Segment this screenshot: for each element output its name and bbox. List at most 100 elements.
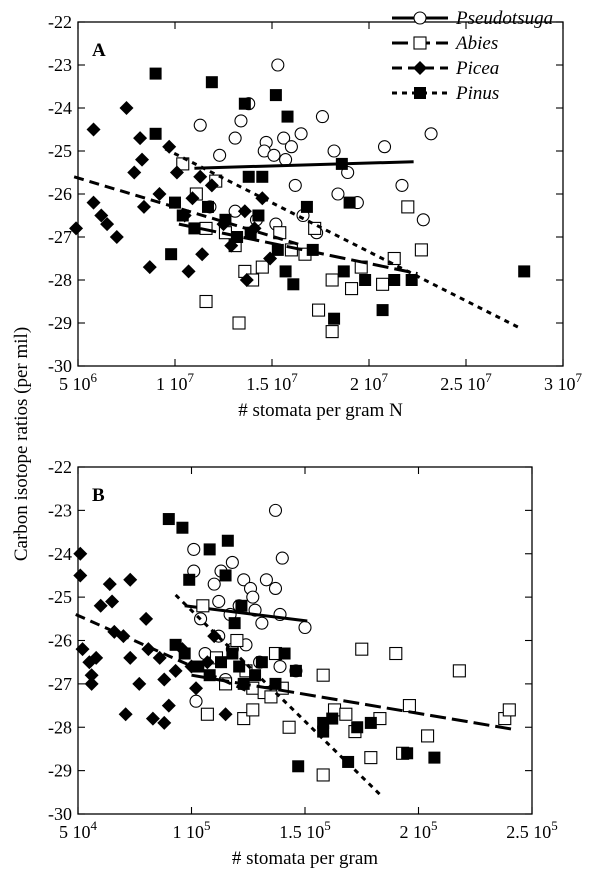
data-point: [102, 577, 117, 592]
data-point: [281, 110, 294, 123]
data-point: [237, 573, 251, 587]
data-point: [181, 264, 196, 279]
data-point: [69, 221, 84, 236]
data-point: [168, 663, 183, 678]
data-point: [278, 647, 291, 660]
data-point: [452, 664, 466, 678]
data-point: [325, 325, 339, 339]
data-point: [139, 611, 154, 626]
data-point: [162, 513, 175, 526]
legend-label: Pseudotsuga: [455, 8, 553, 29]
data-point: [225, 555, 239, 569]
x-tick-label: 5 106: [59, 370, 98, 394]
series-abies: [176, 157, 428, 339]
series-pinus: [162, 513, 441, 798]
data-point: [205, 76, 218, 89]
data-point: [207, 629, 222, 644]
y-tick-label: -26: [48, 631, 72, 651]
data-point: [255, 656, 268, 669]
data-point: [169, 638, 182, 651]
x-tick-label: 2 107: [350, 370, 389, 394]
data-point: [157, 715, 172, 730]
plot-frame: [77, 466, 533, 815]
data-point: [255, 616, 269, 630]
data-point: [152, 187, 167, 201]
data-point: [502, 703, 516, 717]
data-point: [518, 265, 531, 278]
data-point: [149, 127, 162, 140]
data-point: [183, 573, 196, 586]
data-point: [238, 97, 251, 110]
data-point: [221, 534, 234, 547]
data-point: [169, 165, 184, 180]
data-point: [203, 543, 216, 556]
data-point: [127, 165, 142, 180]
data-point: [212, 594, 226, 609]
panel-label: A: [92, 40, 106, 61]
data-point: [364, 716, 377, 729]
data-point: [402, 699, 416, 713]
data-point: [226, 647, 239, 660]
data-point: [289, 664, 302, 677]
data-point: [376, 277, 390, 291]
data-point: [377, 140, 392, 154]
data-point: [421, 729, 435, 743]
data-point: [188, 222, 201, 235]
data-point: [282, 720, 296, 734]
data-point: [416, 213, 430, 227]
data-point: [389, 646, 403, 661]
data-point: [235, 599, 248, 612]
y-tick-label: -24: [48, 544, 72, 564]
data-point: [268, 581, 283, 596]
y-tick-label: -24: [48, 98, 72, 118]
data-point: [165, 248, 178, 261]
data-point: [142, 260, 157, 275]
data-point: [337, 265, 350, 278]
data-point: [284, 140, 298, 154]
data-point: [315, 110, 329, 124]
data-point: [207, 577, 221, 591]
data-point: [195, 247, 210, 262]
regression-line: [194, 160, 414, 170]
legend-marker: [413, 61, 427, 75]
data-point: [228, 617, 241, 630]
data-point: [242, 170, 255, 183]
data-point: [395, 178, 409, 192]
data-point: [230, 633, 244, 648]
x-tick-label: 1.5 107: [246, 370, 298, 394]
data-point: [189, 681, 204, 696]
data-point: [239, 273, 254, 287]
data-point: [213, 148, 227, 162]
chart-panel-A: -30 -29 -28 -27 -26 -25 -24 -23 -22 5 106 1 107 1.5…: [48, 12, 583, 421]
data-point: [316, 768, 330, 782]
data-point: [312, 303, 326, 317]
regression-line: [164, 147, 520, 329]
shared-y-axis-label: Carbon isotope ratios (per mil): [11, 326, 32, 562]
x-tick-label: 2.5 105: [506, 818, 558, 842]
y-tick-label: -30: [48, 356, 72, 376]
y-tick-label: -25: [48, 141, 72, 161]
data-point: [246, 590, 260, 604]
data-point: [277, 131, 291, 145]
data-point: [200, 707, 214, 721]
data-point: [359, 274, 372, 286]
data-point: [100, 217, 115, 232]
data-point: [94, 208, 109, 223]
x-tick-label: 1.5 105: [279, 818, 331, 842]
data-point: [193, 118, 207, 132]
data-point: [259, 573, 273, 587]
data-point: [316, 668, 330, 682]
data-point: [288, 178, 302, 192]
data-point: [326, 712, 339, 725]
data-point: [231, 231, 244, 243]
data-point: [279, 153, 293, 167]
data-point: [414, 243, 428, 257]
data-point: [73, 568, 88, 583]
series-picea: [73, 546, 247, 730]
data-point: [244, 226, 257, 239]
y-tick-label: -29: [48, 313, 72, 333]
data-point: [196, 599, 210, 613]
data-point: [218, 707, 233, 722]
y-tick-label: -30: [48, 804, 72, 824]
data-point: [268, 503, 283, 517]
